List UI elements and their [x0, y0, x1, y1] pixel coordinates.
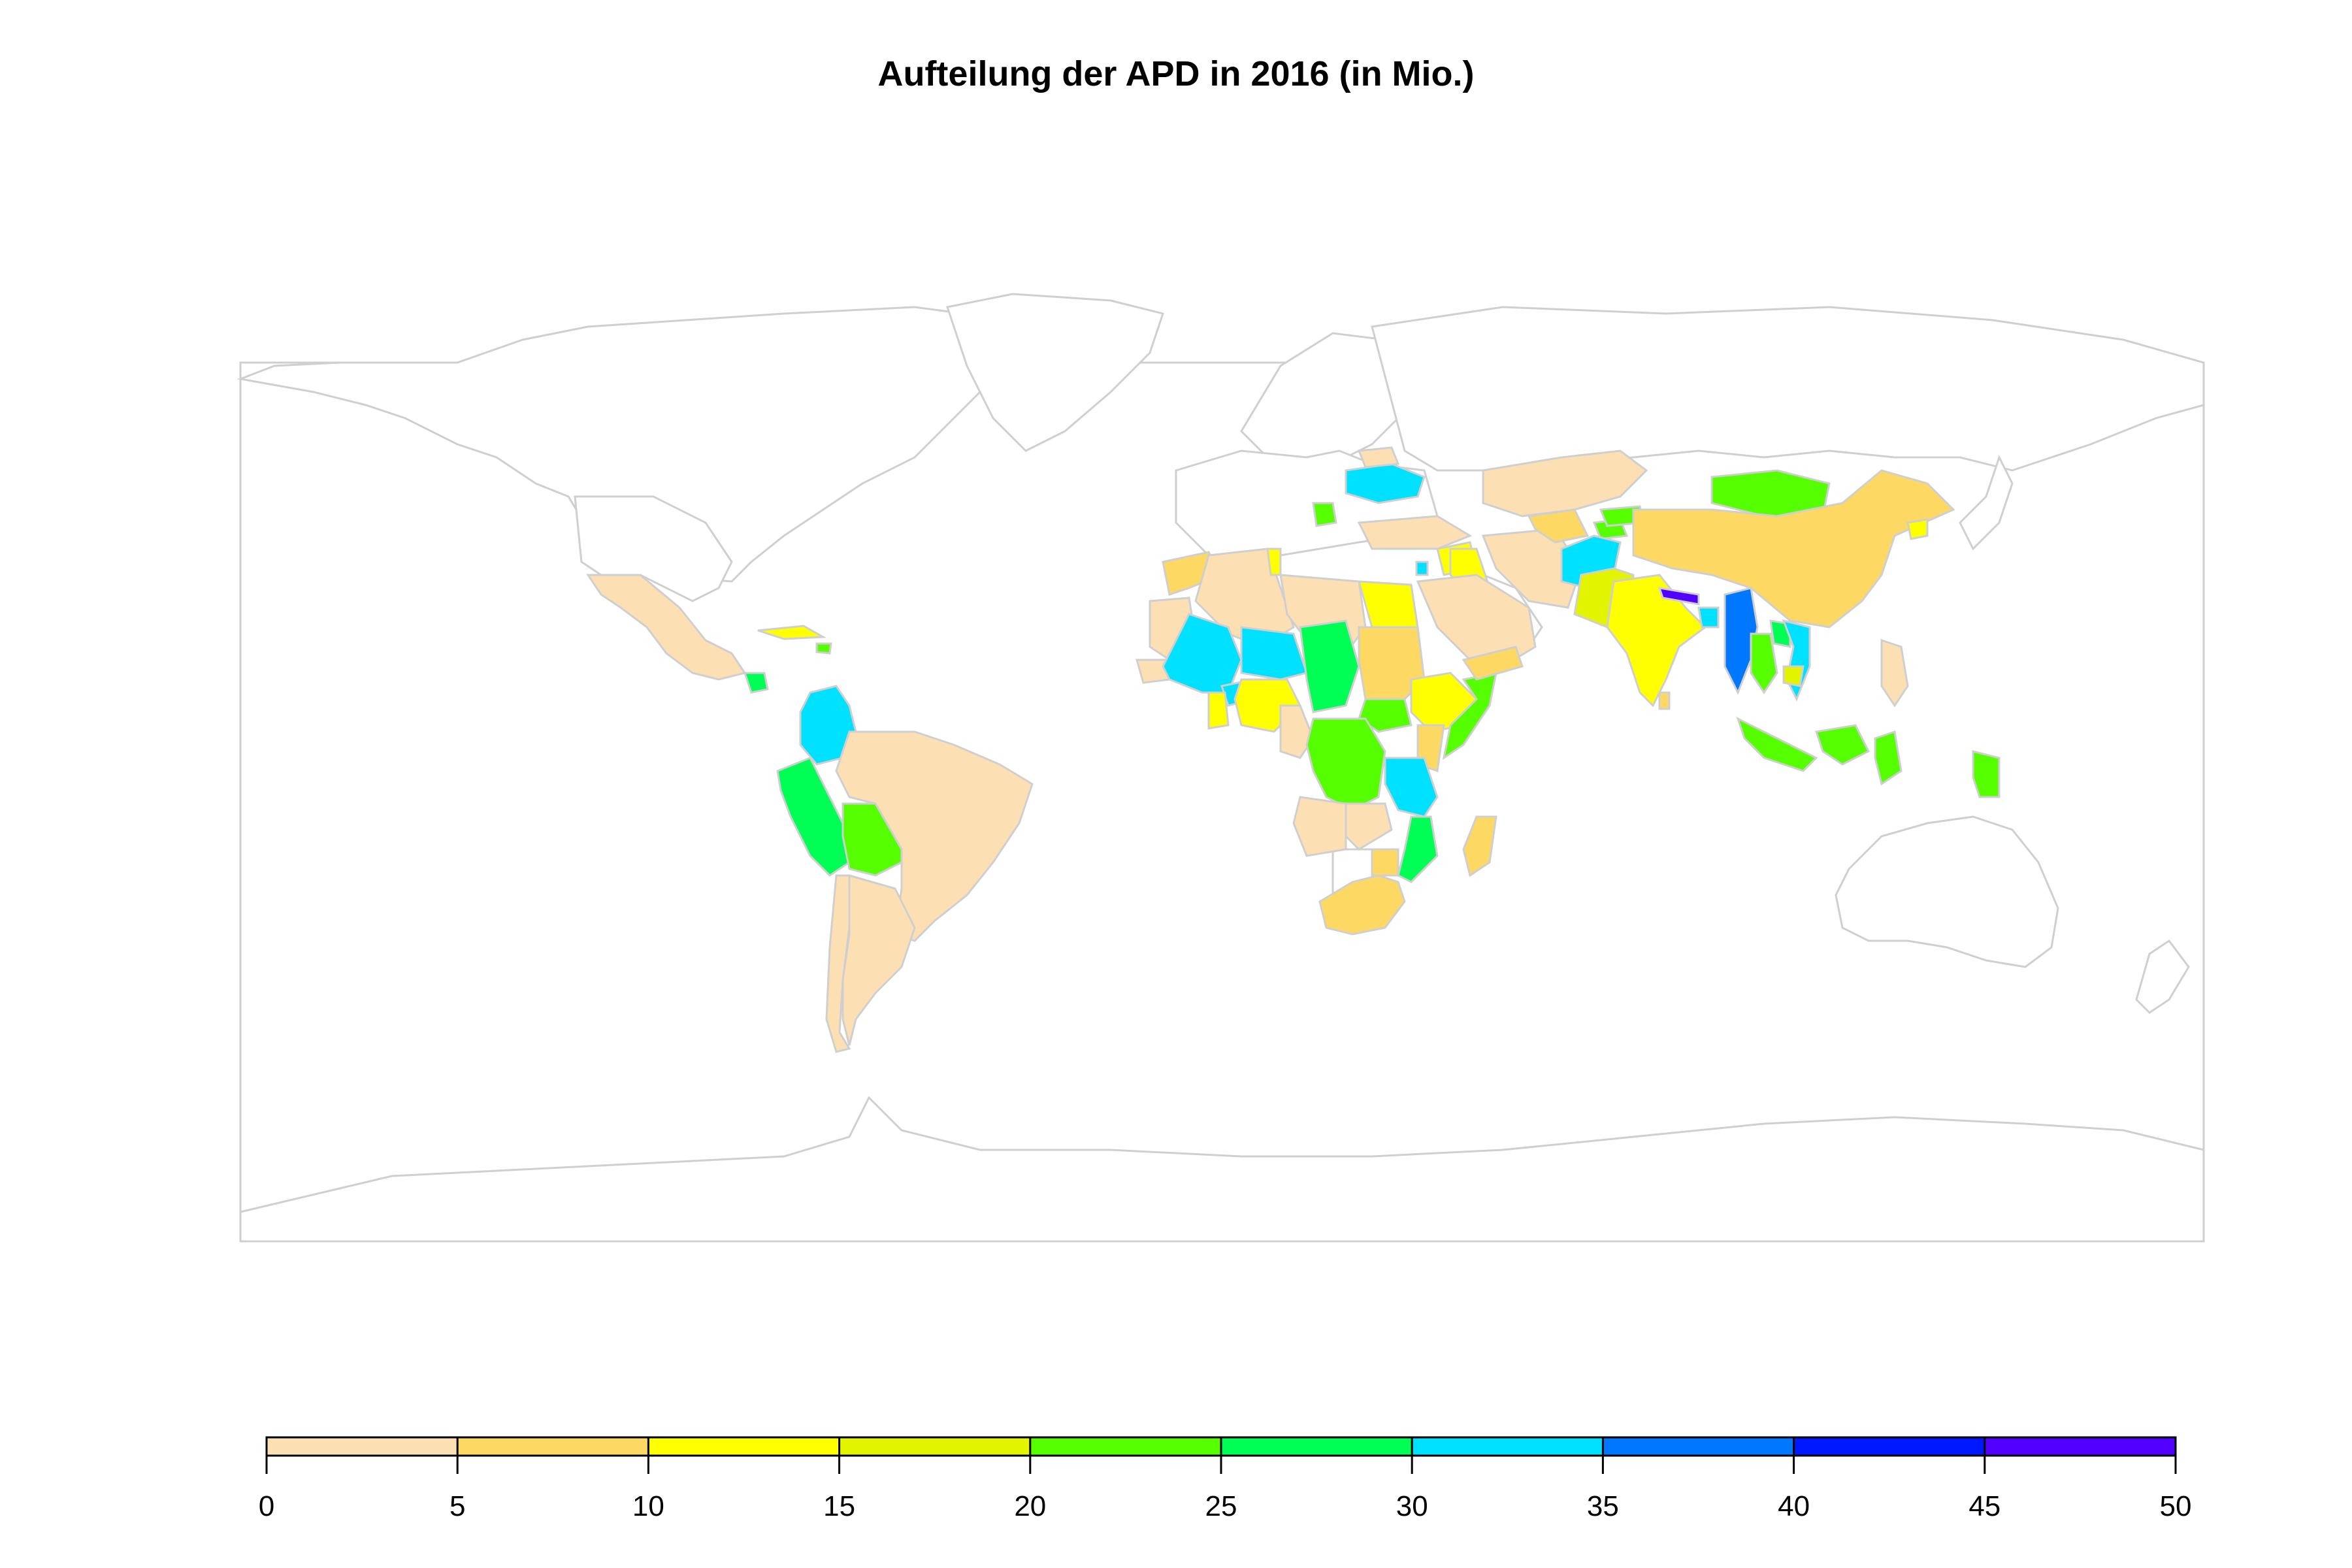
- antarctica-land: [239, 1096, 2205, 1243]
- country-somalia: [1442, 672, 1497, 760]
- legend-bin-7: [1603, 1437, 1794, 1456]
- country-angola: [1292, 796, 1347, 857]
- country-chad: [1299, 619, 1360, 713]
- country-tunisia: [1266, 547, 1282, 576]
- country-zimbabwe: [1371, 848, 1399, 877]
- country-niger: [1240, 626, 1308, 681]
- country-layer: [237, 293, 2205, 1243]
- country-mozambique: [1397, 815, 1439, 883]
- country-china: [1632, 469, 1955, 629]
- legend-tick-label: 20: [1014, 1490, 1046, 1522]
- legend-tick-label: 15: [823, 1490, 855, 1522]
- country-kazakhstan: [1482, 449, 1648, 517]
- greenland-land: [946, 293, 1164, 452]
- country-philippines: [1880, 638, 1909, 708]
- country-dr-congo: [1305, 717, 1386, 811]
- legend-bin-8: [1793, 1437, 1985, 1456]
- country-egypt: [1357, 580, 1419, 629]
- country-brazil: [835, 730, 1034, 942]
- country-myanmar: [1723, 587, 1759, 695]
- new-zealand-land: [2135, 939, 2190, 1014]
- country-belarus: [1357, 446, 1400, 468]
- legend-bin-1: [457, 1437, 649, 1456]
- country-cuba: [757, 625, 827, 640]
- legend-tick-label: 25: [1205, 1490, 1237, 1522]
- legend-bin-5: [1221, 1437, 1413, 1456]
- country-lebanon: [1415, 561, 1429, 576]
- country-thailand: [1750, 632, 1778, 694]
- legend-tick-label: 30: [1396, 1490, 1428, 1522]
- legend-bin-3: [839, 1437, 1030, 1456]
- country-papua-new-guinea: [1972, 750, 2001, 798]
- country-turkey: [1357, 515, 1473, 550]
- legend-tick-label: 0: [259, 1490, 274, 1522]
- legend-bin-4: [1030, 1437, 1221, 1456]
- country-south-sudan: [1358, 698, 1413, 733]
- legend-tick-label: 45: [1968, 1490, 2001, 1522]
- country-north-korea: [1906, 518, 1929, 540]
- country-mexico: [586, 574, 747, 681]
- legend-tick-label: 40: [1778, 1490, 1810, 1522]
- color-legend: 0 5 10 15 20 25 30 35 40 45 50: [259, 1436, 2192, 1522]
- country-guatemala: [743, 672, 769, 694]
- legend-bin-0: [267, 1437, 458, 1456]
- country-yemen: [1462, 645, 1524, 681]
- legend-tick-label: 5: [449, 1490, 465, 1522]
- country-south-africa: [1318, 874, 1406, 936]
- legend-bin-9: [1984, 1437, 2176, 1456]
- country-zambia: [1345, 802, 1393, 851]
- legend-tick-label: 50: [2160, 1490, 2192, 1522]
- country-chile: [825, 874, 851, 1053]
- australia-land: [1835, 815, 2059, 968]
- country-madagascar: [1462, 815, 1497, 877]
- country-haiti: [815, 642, 832, 655]
- country-peru: [776, 757, 851, 877]
- country-bangladesh: [1697, 606, 1720, 629]
- country-cambodia: [1782, 665, 1805, 687]
- country-sri-lanka: [1658, 691, 1671, 710]
- legend-tick-label: 10: [632, 1490, 664, 1522]
- legend-bin-2: [648, 1437, 840, 1456]
- country-indonesia: [1736, 717, 1903, 786]
- japan-land: [1959, 455, 2014, 551]
- map-title: Aufteilung der APD in 2016 (in Mio.): [877, 54, 1475, 93]
- country-uzbekistan: [1527, 508, 1590, 544]
- russia-land: [1371, 306, 2205, 472]
- country-serbia: [1312, 502, 1337, 527]
- country-ghana: [1207, 691, 1230, 730]
- country-vietnam: [1782, 619, 1811, 702]
- country-nepal: [1658, 587, 1700, 606]
- legend-bin-6: [1412, 1437, 1603, 1456]
- legend-tick-label: 35: [1587, 1490, 1619, 1522]
- north-america-land: [237, 306, 1047, 583]
